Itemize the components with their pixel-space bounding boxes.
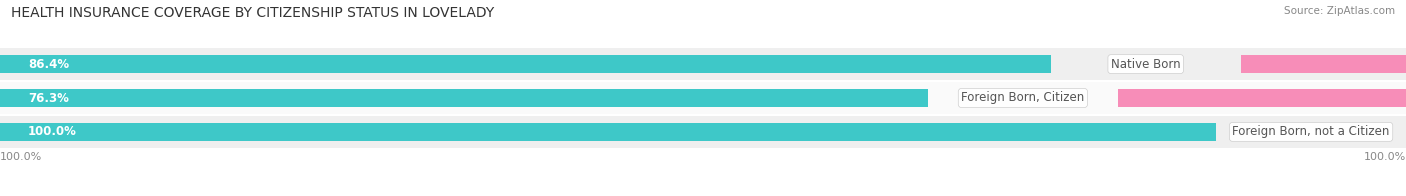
Text: 100.0%: 100.0% [1364, 152, 1406, 162]
Text: HEALTH INSURANCE COVERAGE BY CITIZENSHIP STATUS IN LOVELADY: HEALTH INSURANCE COVERAGE BY CITIZENSHIP… [11, 6, 495, 20]
Bar [0, 89, 928, 107]
Text: 100.0%: 100.0% [0, 152, 42, 162]
Text: 86.4%: 86.4% [28, 58, 69, 71]
Bar [0, 82, 1406, 114]
Text: Foreign Born, not a Citizen: Foreign Born, not a Citizen [1233, 125, 1389, 138]
Text: 100.0%: 100.0% [28, 125, 77, 138]
Bar [0, 123, 1216, 141]
Text: 76.3%: 76.3% [28, 92, 69, 104]
Text: Source: ZipAtlas.com: Source: ZipAtlas.com [1284, 6, 1395, 16]
Bar [1118, 89, 1406, 107]
Bar [0, 48, 1406, 80]
Bar [1240, 55, 1406, 73]
Text: Foreign Born, Citizen: Foreign Born, Citizen [962, 92, 1084, 104]
Bar [0, 116, 1406, 148]
Text: Native Born: Native Born [1111, 58, 1181, 71]
Bar [0, 55, 1050, 73]
